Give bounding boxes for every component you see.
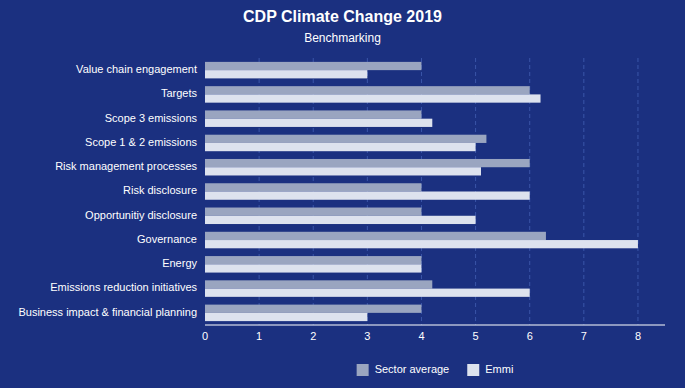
bar	[205, 167, 481, 175]
title: CDP Climate Change 2019	[243, 8, 442, 25]
bar	[205, 313, 367, 321]
bar	[205, 183, 421, 191]
bar	[205, 135, 486, 143]
x-tick-label: 1	[256, 330, 262, 342]
bar	[205, 192, 530, 200]
bar	[205, 70, 367, 78]
category-label: Opportunitiy disclosure	[85, 209, 197, 221]
bar	[205, 240, 638, 248]
bar	[205, 119, 432, 127]
bar	[205, 110, 421, 118]
category-label: Scope 3 emissions	[105, 112, 198, 124]
category-label: Targets	[161, 87, 198, 99]
legend-swatch	[357, 364, 369, 376]
x-tick-label: 5	[473, 330, 479, 342]
bar	[205, 256, 421, 264]
bar	[205, 280, 432, 288]
x-tick-label: 3	[364, 330, 370, 342]
x-tick-label: 6	[527, 330, 533, 342]
x-tick-label: 8	[635, 330, 641, 342]
grid-line	[637, 58, 638, 325]
category-label: Value chain engagement	[76, 63, 197, 75]
category-label: Scope 1 & 2 emissions	[85, 136, 197, 148]
legend-label: Emmi	[485, 363, 513, 375]
x-tick-label: 7	[581, 330, 587, 342]
x-tick-label: 0	[202, 330, 208, 342]
category-label: Risk management processes	[55, 160, 197, 172]
category-label: Risk disclosure	[123, 184, 197, 196]
bar	[205, 159, 530, 167]
grid-line	[583, 58, 584, 325]
bar	[205, 86, 530, 94]
bar	[205, 305, 421, 313]
bar	[205, 208, 421, 216]
bar	[205, 94, 541, 102]
legend-label: Sector average	[375, 363, 450, 375]
x-axis-line	[205, 325, 665, 326]
subtitle: Benchmarking	[304, 31, 381, 45]
bar	[205, 143, 476, 151]
bar	[205, 232, 546, 240]
legend-swatch	[467, 364, 479, 376]
background	[0, 0, 685, 388]
category-label: Governance	[137, 233, 197, 245]
bars	[205, 62, 638, 321]
bar	[205, 289, 530, 297]
bar	[205, 62, 421, 70]
category-label: Energy	[162, 257, 197, 269]
category-label: Emissions reduction initiatives	[50, 281, 197, 293]
bar	[205, 264, 421, 272]
x-tick-label: 4	[418, 330, 424, 342]
chart: CDP Climate Change 2019 Benchmarking Value…	[0, 0, 685, 388]
category-label: Business impact & financial planning	[18, 306, 197, 318]
bar	[205, 216, 476, 224]
legend: Sector average Emmi	[357, 363, 514, 376]
x-tick-label: 2	[310, 330, 316, 342]
